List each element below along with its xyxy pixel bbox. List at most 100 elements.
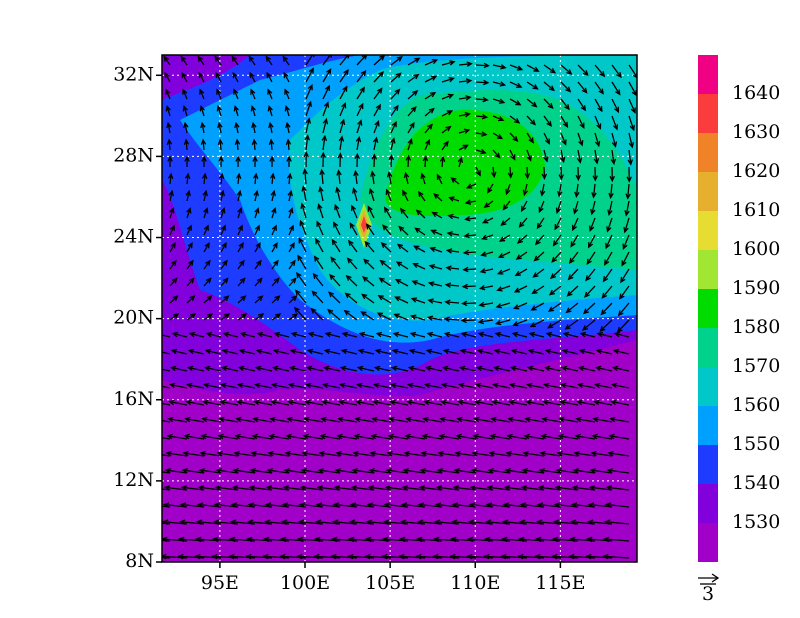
- wind-arrow: [390, 365, 409, 372]
- wind-arrow: [574, 433, 596, 440]
- x-tick-label: 110E: [450, 572, 500, 594]
- wind-arrow: [441, 93, 455, 100]
- wind-arrow: [373, 103, 381, 117]
- wind-arrow: [492, 132, 504, 140]
- wind-arrow: [440, 382, 460, 389]
- wind-arrow: [594, 115, 602, 130]
- wind-arrow: [557, 433, 579, 440]
- wind-arrow: [233, 450, 256, 457]
- wind-arrow: [422, 155, 429, 168]
- wind-arrow: [184, 172, 191, 185]
- wind-arrow: [509, 365, 528, 372]
- wind-arrow: [496, 268, 511, 275]
- wind-arrow: [202, 399, 222, 406]
- wind-arrow: [313, 553, 341, 560]
- wind-arrow: [202, 189, 208, 202]
- wind-arrow: [248, 485, 273, 491]
- wind-arrow: [413, 245, 426, 253]
- wind-arrow: [430, 229, 443, 236]
- wind-arrow: [415, 209, 426, 219]
- wind-arrow: [183, 138, 190, 151]
- wind-arrow: [492, 64, 507, 70]
- wind-arrow: [464, 199, 477, 205]
- wind-arrow: [519, 502, 545, 508]
- wind-arrow: [500, 217, 511, 227]
- wind-arrow: [318, 185, 324, 202]
- wind-arrow: [310, 307, 324, 321]
- wind-arrow: [526, 115, 537, 126]
- wind-arrow: [162, 553, 188, 560]
- wind-arrow: [441, 76, 455, 83]
- wind-arrow: [589, 467, 613, 474]
- wind-arrow: [608, 183, 614, 200]
- reference-vector-head: [711, 573, 720, 583]
- wind-arrow: [520, 485, 545, 491]
- wind-arrow: [220, 242, 227, 253]
- wind-arrow: [385, 467, 409, 474]
- wind-arrow: [454, 450, 477, 457]
- wind-arrow: [532, 268, 545, 278]
- wind-arrow: [196, 502, 222, 508]
- wind-arrow: [443, 331, 460, 338]
- wind-arrow: [335, 450, 358, 457]
- wind-arrow: [218, 155, 224, 168]
- wind-arrow: [253, 399, 273, 406]
- wind-arrow: [271, 242, 278, 253]
- wind-arrow: [235, 155, 241, 168]
- wind-arrow: [559, 382, 579, 389]
- wind-arrow: [379, 259, 392, 270]
- wind-arrow: [606, 217, 613, 233]
- wind-arrow: [602, 553, 630, 560]
- wind-arrow: [437, 450, 460, 457]
- wind-arrow: [329, 273, 341, 287]
- wind-arrow: [199, 88, 205, 100]
- wind-arrow: [337, 152, 343, 168]
- wind-arrow: [339, 118, 346, 134]
- wind-arrow: [201, 172, 208, 185]
- wind-arrow: [254, 207, 260, 219]
- wind-arrow: [589, 217, 596, 232]
- wind-arrow: [201, 416, 222, 423]
- wind-arrow: [611, 98, 620, 114]
- wind-arrow: [627, 149, 634, 166]
- wind-arrow: [215, 71, 222, 83]
- wind-arrow: [270, 382, 290, 389]
- wind-arrow: [545, 331, 562, 338]
- wind-arrow: [621, 251, 630, 267]
- wind-arrow: [355, 135, 362, 151]
- wind-arrow: [349, 222, 358, 236]
- wind-arrow: [405, 154, 412, 168]
- wind-arrow: [539, 183, 546, 197]
- wind-arrow: [577, 132, 584, 147]
- wind-arrow: [200, 121, 206, 134]
- wind-arrow: [588, 485, 613, 491]
- wind-arrow: [372, 136, 379, 151]
- wind-arrow: [217, 138, 224, 151]
- wind-arrow: [249, 71, 256, 83]
- wind-arrow: [315, 237, 324, 253]
- wind-arrow: [475, 131, 488, 137]
- wind-arrow: [526, 132, 534, 144]
- wind-arrow: [577, 98, 587, 112]
- wind-arrow: [617, 302, 630, 317]
- wind-arrow: [267, 104, 273, 117]
- wind-arrow: [203, 224, 209, 236]
- wind-arrow: [559, 399, 579, 406]
- wind-arrow: [549, 268, 562, 280]
- wind-arrow: [162, 454, 171, 457]
- wind-arrow: [220, 295, 230, 304]
- wind-arrow: [162, 471, 171, 474]
- wind-arrow: [367, 205, 375, 219]
- wind-arrow: [386, 450, 409, 457]
- wind-arrow: [203, 365, 222, 372]
- colorbar-label: 1590: [732, 277, 780, 299]
- wind-arrow: [180, 485, 205, 491]
- wind-arrow: [338, 135, 345, 151]
- wind-arrow: [500, 553, 528, 560]
- wind-arrow: [525, 399, 545, 406]
- wind-arrow: [604, 502, 630, 508]
- wind-arrow: [411, 280, 426, 287]
- wind-arrow: [559, 149, 566, 164]
- wind-arrow: [560, 64, 573, 75]
